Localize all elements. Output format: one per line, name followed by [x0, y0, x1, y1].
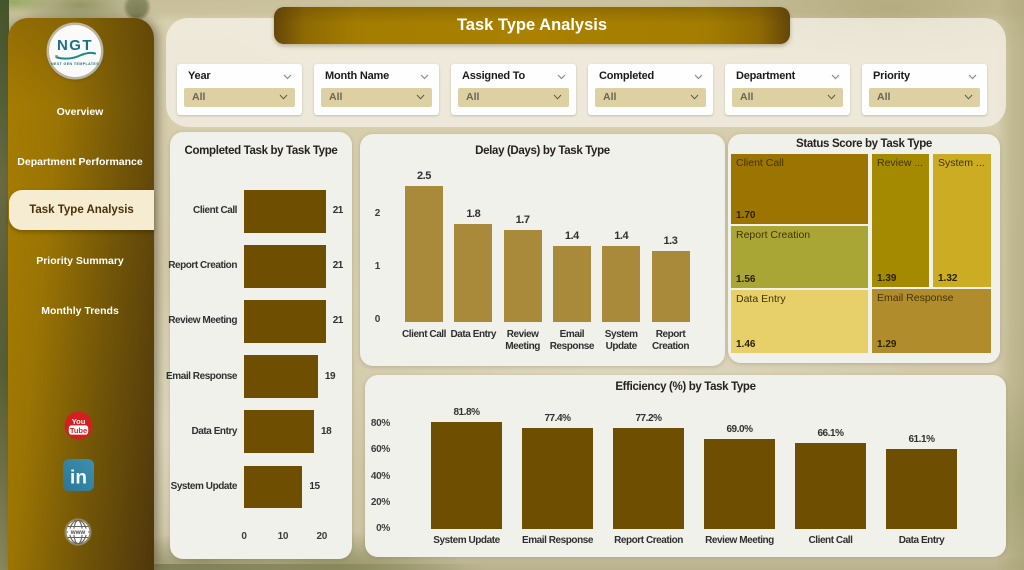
svg-text:in: in: [70, 468, 87, 489]
svg-text:www: www: [70, 529, 86, 536]
svg-text:You: You: [71, 417, 85, 426]
svg-text:Tube: Tube: [69, 426, 86, 435]
